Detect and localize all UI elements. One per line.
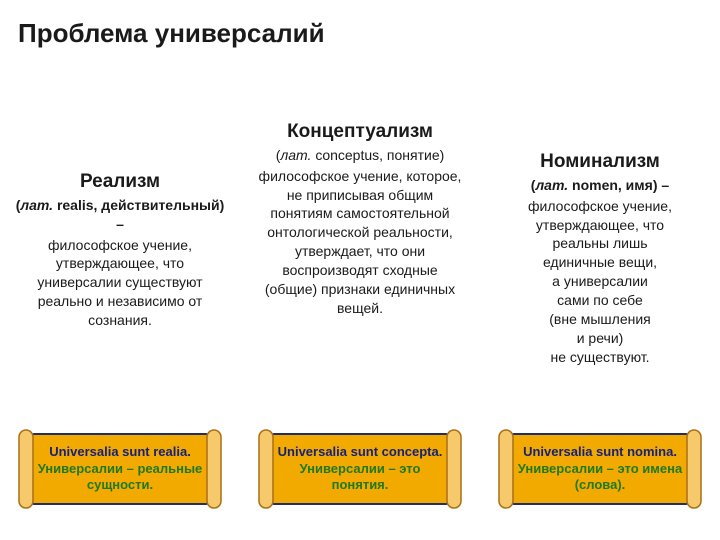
column-body: философское учение, утверждающее, что ре… bbox=[495, 197, 705, 367]
column-title: Реализм bbox=[15, 170, 225, 194]
scroll-realism: Universalia sunt realia. Универсалии – р… bbox=[15, 428, 225, 510]
scroll-russian: Универсалии – это имена (слова). bbox=[517, 461, 683, 495]
column-body: философское учение, которое, не приписыв… bbox=[255, 167, 465, 318]
column-nominalism: Номинализм (лат. nomen, имя) – философск… bbox=[495, 150, 705, 367]
scroll-conceptualism: Universalia sunt concepta. Универсалии –… bbox=[255, 428, 465, 510]
column-title: Концептуализм bbox=[255, 120, 465, 144]
column-body: философское учение, утверждающее, что ун… bbox=[15, 236, 225, 330]
page-title: Проблема универсалий bbox=[18, 18, 325, 49]
scroll-latin: Universalia sunt concepta. bbox=[278, 444, 443, 461]
column-conceptualism: Концептуализм (лат. conceptus, понятие) … bbox=[255, 120, 465, 367]
scroll-russian: Универсалии – реальные сущности. bbox=[37, 461, 203, 495]
columns: Реализм (лат. realis, действительный) – … bbox=[0, 120, 720, 367]
scroll-latin: Universalia sunt realia. bbox=[49, 444, 191, 461]
scroll-russian: Универсалии – это понятия. bbox=[277, 461, 443, 495]
column-realism: Реализм (лат. realis, действительный) – … bbox=[15, 170, 225, 367]
column-etymology: (лат. nomen, имя) – bbox=[495, 176, 705, 195]
scroll-nominalism: Universalia sunt nomina. Универсалии – э… bbox=[495, 428, 705, 510]
scrolls-row: Universalia sunt realia. Универсалии – р… bbox=[0, 428, 720, 510]
scroll-latin: Universalia sunt nomina. bbox=[523, 444, 677, 461]
column-etymology: (лат. realis, действительный) – bbox=[15, 196, 225, 234]
column-etymology: (лат. conceptus, понятие) bbox=[255, 146, 465, 165]
column-title: Номинализм bbox=[495, 150, 705, 174]
